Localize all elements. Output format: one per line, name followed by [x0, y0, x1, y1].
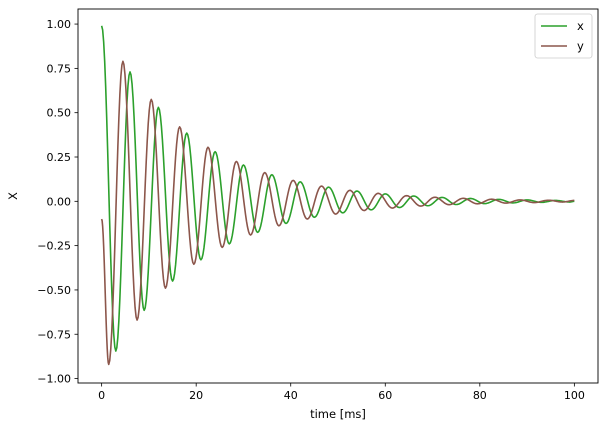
legend-box	[534, 13, 593, 59]
y-tick-label: −1.00	[37, 373, 71, 386]
legend-label-x: x	[577, 19, 584, 33]
series-line-y	[100, 60, 575, 366]
legend-label-y: y	[577, 39, 584, 53]
x-tick-label: 20	[189, 389, 203, 402]
y-tick-label: 0.00	[47, 195, 72, 208]
y-tick-label: 0.25	[47, 151, 72, 164]
plot-area	[78, 9, 598, 383]
y-tick-label: 1.00	[47, 18, 72, 31]
x-axis-ticks: 0 20 40 60 80 100	[98, 383, 585, 402]
y-tick-label: −0.25	[37, 240, 71, 253]
series-line-x	[100, 25, 575, 352]
y-axis-label: X	[6, 192, 20, 200]
x-tick-label: 0	[98, 389, 105, 402]
x-tick-label: 60	[378, 389, 392, 402]
plot-frame	[77, 8, 599, 384]
x-tick-label: 40	[284, 389, 298, 402]
x-axis-label: time [ms]	[310, 407, 366, 421]
y-tick-label: 0.50	[47, 107, 72, 120]
x-tick-label: 100	[564, 389, 585, 402]
x-tick-label: 80	[473, 389, 487, 402]
y-axis-ticks: −1.00 −0.75 −0.50 −0.25 0.00 0.25 0.50 0.75 1.00	[37, 18, 78, 386]
series-layer	[100, 25, 575, 366]
y-tick-label: −0.75	[37, 328, 71, 341]
legend: xy	[534, 13, 593, 59]
y-tick-label: −0.50	[37, 284, 71, 297]
y-tick-label: 0.75	[47, 62, 72, 75]
